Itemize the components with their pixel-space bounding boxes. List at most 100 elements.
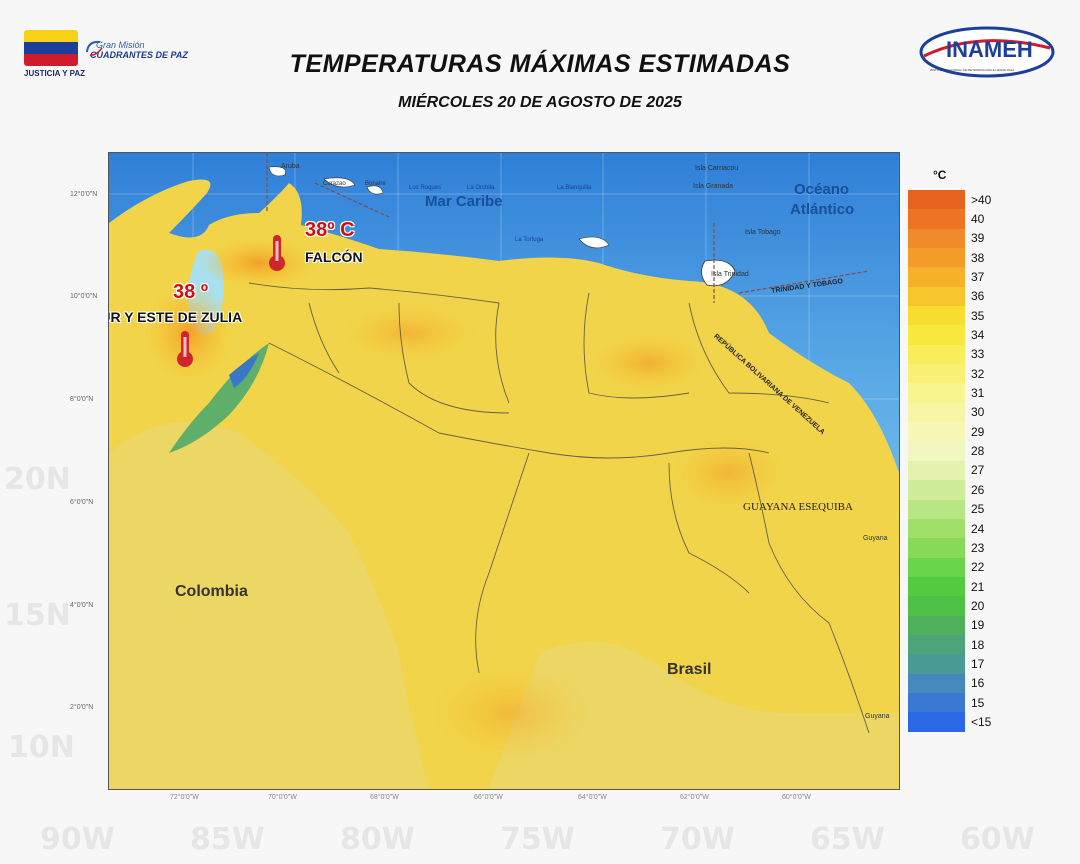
legend-row: 20 — [908, 596, 991, 616]
thermometer-icon — [269, 235, 285, 271]
bg-label-10n: 10N — [8, 730, 75, 765]
legend-swatch — [908, 325, 965, 345]
legend-row: 33 — [908, 344, 991, 365]
bg-label-70w: 70W — [660, 822, 735, 857]
mission-swirl-icon — [86, 40, 103, 56]
legend-label: 37 — [971, 270, 985, 285]
legend-row: >40 — [908, 190, 992, 210]
legend-label: 38 — [971, 250, 985, 265]
legend-swatch — [908, 557, 965, 577]
legend-swatch — [908, 634, 965, 655]
guyana-label: Guyana — [865, 713, 890, 720]
legend-swatch — [908, 538, 965, 558]
island-label: Isla Granada — [693, 183, 734, 190]
legend-swatch — [908, 344, 965, 365]
legend-row: 32 — [908, 364, 991, 384]
legend-row: 22 — [908, 557, 991, 577]
legend-label: 36 — [971, 289, 985, 304]
bg-label-85w: 85W — [190, 822, 265, 857]
zulia-label: SUR Y ESTE DE ZULIA — [109, 309, 243, 325]
island-label: La Tortuga — [515, 237, 544, 243]
legend-label: 39 — [971, 231, 985, 246]
legend-swatch — [908, 402, 965, 423]
legend-row: 21 — [908, 576, 991, 597]
sea-caribbean-label: Mar Caribe — [425, 193, 503, 210]
legend-row: 29 — [908, 422, 991, 442]
island-label: Aruba — [281, 163, 300, 170]
lat-label: 6°0'0"N — [70, 499, 94, 506]
legend-label: 25 — [971, 502, 985, 517]
inameh-logo: INAMEH INSTITUTO NACIONAL DE METEOROLOGÍ… — [918, 26, 1056, 80]
guayana-esequiba-label: GUAYANA ESEQUIBA — [743, 501, 853, 513]
island-label: Curazao — [323, 181, 346, 187]
legend-row: 37 — [908, 267, 991, 287]
legend-row: 26 — [908, 480, 991, 500]
guyana-label: Guyana — [863, 535, 888, 542]
legend-row: 40 — [908, 209, 991, 229]
island-label: Isla Tobago — [745, 229, 781, 236]
bg-label-65w: 65W — [810, 822, 885, 857]
legend-swatch — [908, 190, 965, 210]
legend-swatch — [908, 518, 965, 539]
lon-label: 68°0'0"W — [370, 794, 399, 801]
legend-row: 34 — [908, 325, 991, 345]
legend-label: 33 — [971, 347, 985, 362]
legend-label: <15 — [971, 714, 992, 729]
legend-swatch — [908, 306, 965, 326]
legend-swatch — [908, 654, 965, 674]
lon-label: 66°0'0"W — [474, 794, 503, 801]
legend-swatch — [908, 383, 965, 403]
legend-swatch — [908, 441, 965, 461]
legend-label: 24 — [971, 521, 985, 536]
legend-row: 17 — [908, 654, 991, 674]
legend-label: 19 — [971, 618, 985, 633]
legend-label: 29 — [971, 424, 985, 439]
lat-label: 2°0'0"N — [70, 704, 94, 711]
venezuela-flag-icon — [24, 30, 78, 66]
lon-label: 64°0'0"W — [578, 794, 607, 801]
legend-swatch — [908, 576, 965, 597]
legend-swatch — [908, 712, 965, 732]
legend-label: 28 — [971, 444, 985, 459]
map-graphic — [109, 153, 899, 789]
legend-row: 19 — [908, 615, 991, 635]
legend-label: 22 — [971, 560, 985, 575]
legend-row: 16 — [908, 673, 991, 693]
legend-label: 31 — [971, 386, 985, 401]
justicia-y-paz-text: JUSTICIA Y PAZ — [24, 69, 86, 78]
ocean-atlantic-label-2: Atlántico — [790, 201, 855, 218]
legend-label: 20 — [971, 598, 985, 613]
colombia-label: Colombia — [175, 583, 248, 600]
island-label: Los Roques — [409, 185, 442, 191]
legend-row: 28 — [908, 441, 991, 461]
legend-row: 31 — [908, 383, 991, 403]
inameh-subtext: INSTITUTO NACIONAL DE METEOROLOGÍA E HID… — [930, 68, 1015, 72]
legend-label: 32 — [971, 366, 985, 381]
legend-label: >40 — [971, 192, 992, 207]
bg-label-75w: 75W — [500, 822, 575, 857]
mission-big-text: CUADRANTES DE PAZ — [90, 50, 188, 60]
lon-label: 60°0'0"W — [782, 794, 811, 801]
legend-label: 40 — [971, 212, 985, 227]
legend-row: 27 — [908, 460, 991, 481]
legend-row: 15 — [908, 692, 991, 713]
lat-label: 4°0'0"N — [70, 602, 94, 609]
island-label: Bonaire — [365, 181, 386, 187]
island-label: La Blanquilla — [557, 185, 592, 191]
legend-label: 16 — [971, 676, 985, 691]
legend-swatch — [908, 422, 965, 442]
falcon-label: FALCÓN — [305, 249, 363, 265]
lon-label: 62°0'0"W — [680, 794, 709, 801]
zulia-temperature: 38 º — [173, 281, 209, 303]
legend-row: 38 — [908, 248, 991, 268]
legend-swatch — [908, 364, 965, 384]
ocean-atlantic-label-1: Océano — [794, 181, 850, 198]
lat-label: 10°0'0"N — [70, 293, 98, 300]
legend-row: 18 — [908, 634, 991, 655]
legend-swatch — [908, 286, 965, 307]
brasil-label: Brasil — [667, 661, 712, 678]
legend-row: 35 — [908, 306, 991, 326]
legend-swatch — [908, 596, 965, 616]
legend-swatch — [908, 248, 965, 268]
legend-swatch — [908, 673, 965, 693]
